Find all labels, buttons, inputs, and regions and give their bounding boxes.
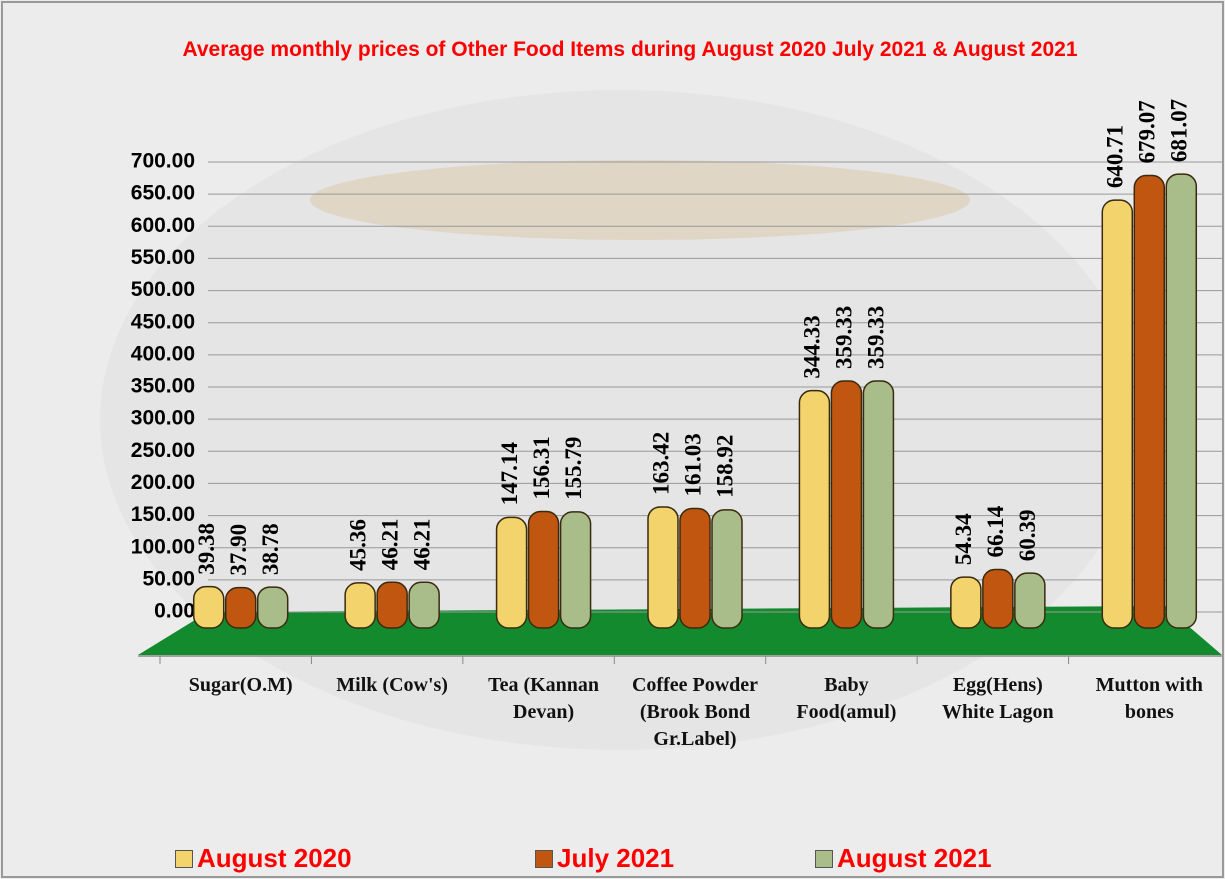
legend-label: August 2021 [837, 843, 992, 873]
value-label: 147.14 [497, 442, 522, 506]
legend-item: August 2021 [815, 843, 992, 874]
bar [256, 586, 289, 629]
y-tick-label: 350.00 [131, 375, 195, 398]
y-tick-label: 200.00 [131, 471, 195, 494]
value-label: 679.07 [1135, 100, 1160, 163]
x-tick-label: Mutton with bones [1095, 674, 1203, 723]
value-label: 38.78 [258, 523, 283, 575]
x-tick-label: Milk (Cow's) [336, 674, 448, 696]
bar [982, 568, 1014, 629]
value-label: 640.71 [1103, 125, 1128, 188]
bar [830, 380, 863, 629]
background-tea [310, 160, 970, 240]
value-label: 37.90 [226, 524, 251, 576]
y-tick-label: 700.00 [131, 150, 195, 173]
bar [1014, 572, 1046, 629]
bar [647, 506, 679, 629]
y-tick-label: 50.00 [142, 567, 195, 590]
value-label: 156.31 [529, 436, 554, 499]
legend-swatch [535, 849, 553, 868]
chart-title: Average monthly prices of Other Food Ite… [182, 38, 1078, 61]
value-label: 163.42 [648, 432, 673, 495]
y-tick-label: 650.00 [131, 182, 195, 205]
legend-swatch [815, 849, 833, 868]
value-label: 344.33 [800, 315, 825, 378]
bar [224, 586, 257, 629]
bar [495, 516, 528, 629]
y-tick-label: 100.00 [131, 535, 195, 558]
x-tick-label: Tea (Kannan Devan) [488, 674, 600, 723]
value-label: 45.36 [345, 519, 370, 571]
value-label: 54.34 [951, 513, 976, 565]
x-tick-label: Baby Food(amul) [796, 674, 897, 723]
x-tick-label: Sugar(O.M) [188, 674, 293, 696]
bar [950, 576, 982, 629]
x-tick-label: Coffee Powder (Brook Bond Gr.Label) [631, 674, 759, 750]
y-tick-label: 450.00 [131, 310, 195, 333]
bar [559, 511, 592, 629]
bar [376, 581, 408, 629]
value-label: 39.38 [194, 523, 219, 575]
y-tick-label: 0.00 [154, 600, 195, 623]
value-label: 161.03 [680, 433, 705, 496]
y-tick-label: 550.00 [131, 246, 195, 269]
value-label: 158.92 [712, 435, 737, 498]
bar [679, 507, 711, 629]
bar [344, 582, 376, 629]
bar [711, 509, 743, 629]
y-tick-label: 250.00 [131, 439, 195, 462]
y-tick-label: 500.00 [131, 278, 195, 301]
bar [408, 581, 440, 629]
bar [798, 389, 831, 629]
bar [1133, 174, 1166, 629]
y-tick-label: 150.00 [131, 503, 195, 526]
value-label: 155.79 [561, 437, 586, 500]
value-label: 359.33 [832, 306, 857, 369]
value-label: 681.07 [1167, 99, 1192, 162]
legend-item: August 2020 [175, 843, 352, 874]
y-tick-label: 300.00 [131, 407, 195, 430]
value-label: 60.39 [1015, 509, 1040, 561]
y-tick-label: 400.00 [131, 342, 195, 365]
legend-label: July 2021 [557, 843, 675, 873]
y-tick-label: 600.00 [131, 214, 195, 237]
bar [192, 585, 225, 629]
legend-label: August 2020 [197, 843, 352, 873]
bar [862, 380, 895, 629]
bar [1101, 199, 1134, 629]
value-label: 46.21 [409, 519, 434, 571]
bar [527, 510, 560, 629]
value-label: 66.14 [983, 505, 1008, 557]
legend-item: July 2021 [535, 843, 674, 874]
x-tick-label: Egg(Hens) White Lagon [942, 674, 1054, 723]
value-label: 46.21 [377, 519, 402, 571]
legend-swatch [175, 849, 193, 868]
value-label: 359.33 [864, 306, 889, 369]
bar [1165, 173, 1198, 629]
